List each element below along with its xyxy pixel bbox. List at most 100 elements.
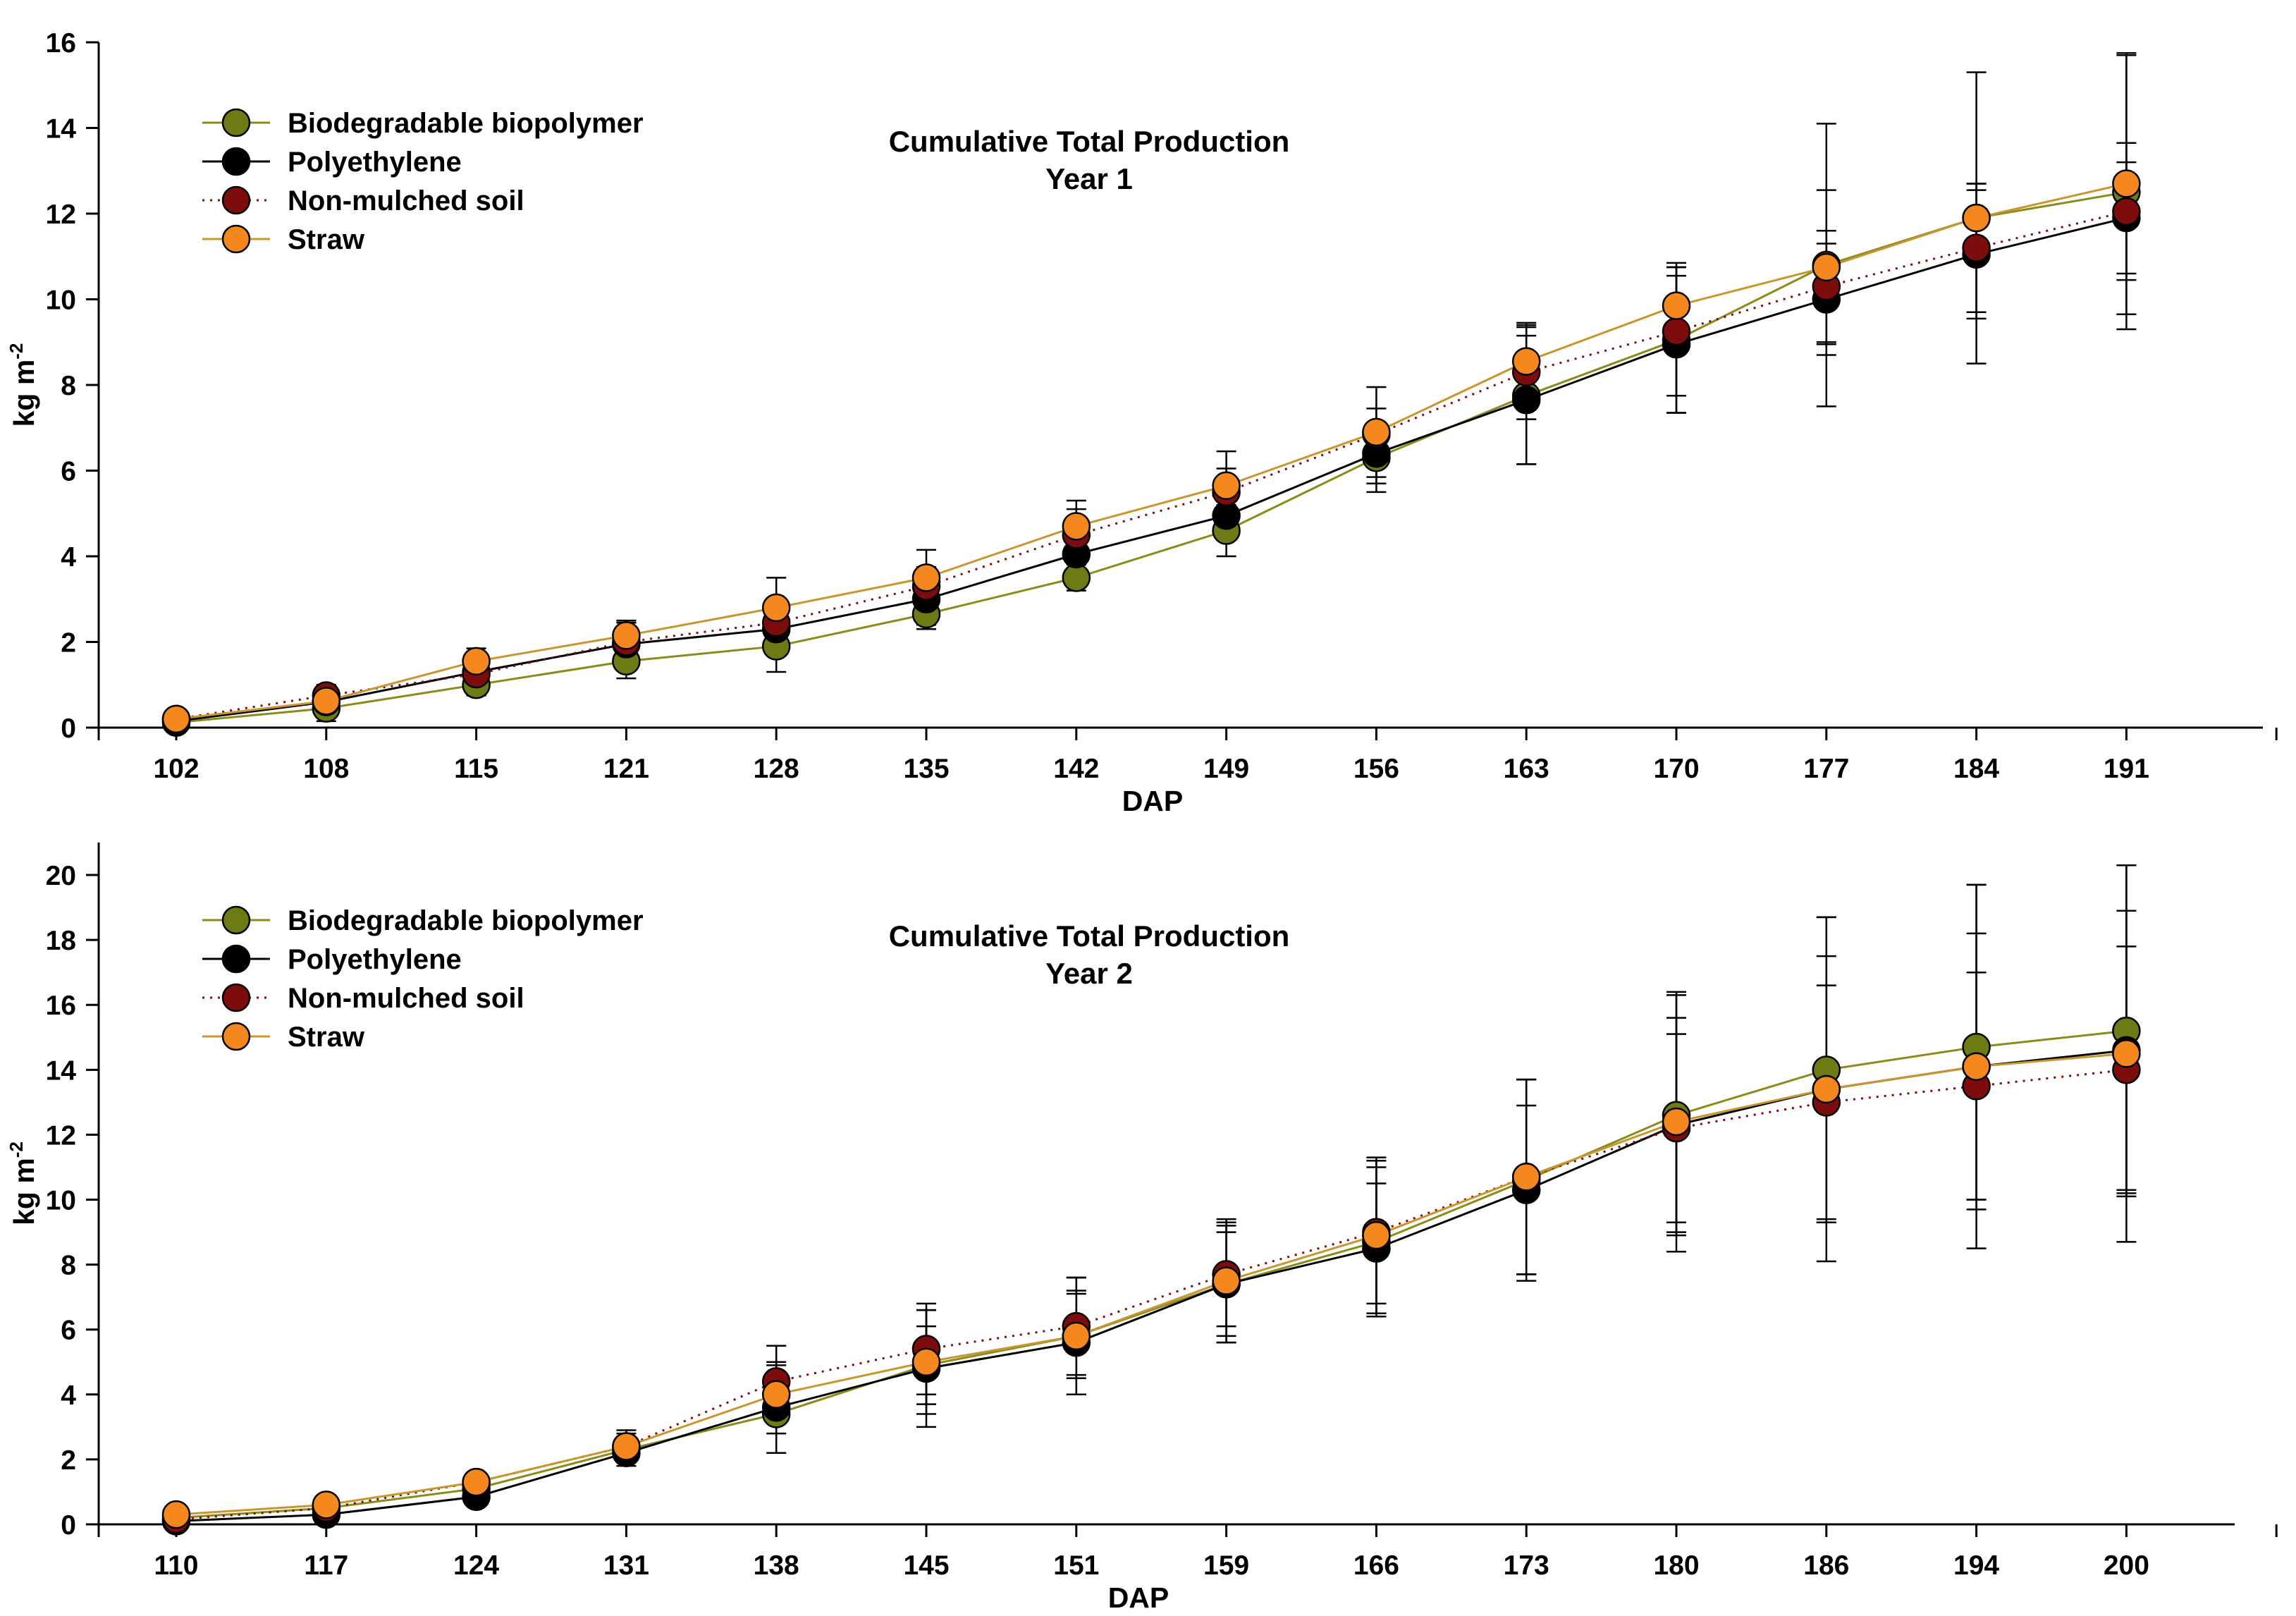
data-point-polyethylene [1511, 386, 1541, 415]
y-tick-label: 4 [61, 542, 76, 573]
legend-marker-polyethylene [221, 147, 251, 176]
x-tick-label: 166 [1353, 1550, 1399, 1581]
legend-marker-biodegradable_biopolymer [221, 108, 251, 137]
legend-marker-polyethylene [221, 944, 251, 974]
y-tick-label: 18 [46, 926, 76, 956]
x-tick-label: 142 [1053, 754, 1099, 784]
y-tick-label: 0 [61, 1510, 76, 1541]
markers-non_mulched_soil [161, 1055, 2141, 1534]
legend-marker-straw [221, 1022, 251, 1051]
data-point-straw [761, 1380, 791, 1409]
chart-title: Cumulative Total Production [889, 125, 1290, 158]
y-tick-label: 4 [61, 1381, 76, 1411]
markers-straw [161, 1039, 2141, 1529]
data-point-straw [1511, 347, 1541, 376]
legend-label: Straw [288, 224, 365, 255]
data-point-straw [1662, 1107, 1691, 1137]
data-point-straw [312, 1490, 341, 1519]
y-tick-label: 16 [46, 28, 76, 59]
legend-marker-biodegradable_biopolymer [221, 905, 251, 935]
data-point-straw [1062, 512, 1091, 541]
legend-marker-straw [221, 224, 251, 254]
data-point-straw [312, 687, 341, 716]
legend-label: Non-mulched soil [288, 185, 524, 216]
data-point-straw [911, 563, 941, 592]
x-tick-label: 108 [303, 754, 349, 784]
legend-marker-non_mulched_soil [221, 185, 251, 215]
series-line-non_mulched_soil [176, 1068, 2127, 1521]
series-line-straw [176, 183, 2127, 721]
legend-label: Non-mulched soil [288, 983, 524, 1014]
data-point-straw [161, 1500, 191, 1529]
legend-label: Biodegradable biopolymer [288, 108, 644, 139]
y-tick-label: 16 [46, 991, 76, 1021]
x-tick-label: 177 [1803, 754, 1849, 784]
data-point-straw [2112, 169, 2141, 198]
markers-non_mulched_soil [161, 197, 2141, 734]
data-point-non_mulched_soil [2112, 197, 2141, 226]
y-axis-title-exponent: -2 [6, 1141, 27, 1158]
error-bars-polyethylene [166, 161, 2137, 727]
data-point-non_mulched_soil [1962, 233, 1991, 262]
markers-polyethylene [161, 203, 2141, 736]
x-tick-label: 110 [154, 1550, 199, 1581]
y-tick-label: 8 [61, 371, 76, 401]
legend: Biodegradable biopolymer Polyethylene Non-… [202, 108, 644, 255]
x-tick-label: 145 [903, 1550, 949, 1581]
legend: Biodegradable biopolymer Polyethylene Non-… [202, 905, 644, 1053]
data-point-straw [761, 593, 791, 623]
data-point-straw [1062, 1321, 1091, 1351]
x-tick-label: 151 [1053, 1550, 1099, 1581]
x-tick-label: 156 [1353, 754, 1399, 784]
chart-subtitle: Year 2 [1045, 957, 1133, 990]
x-tick-label: 138 [754, 1550, 799, 1581]
y-axis-title: kg m-2 [6, 1141, 40, 1225]
error-bars-non_mulched_soil [166, 142, 2137, 725]
data-point-straw [462, 647, 491, 676]
error-bars-straw [166, 864, 2137, 1519]
x-tick-label: 124 [453, 1550, 499, 1581]
x-tick-label: 135 [903, 754, 949, 784]
x-tick-label: 115 [454, 754, 498, 784]
x-tick-label: 131 [603, 1550, 649, 1581]
data-point-straw [1662, 291, 1691, 320]
error-bars-non_mulched_soil [166, 945, 2137, 1524]
data-point-non_mulched_soil [1662, 317, 1691, 346]
data-point-straw [911, 1347, 941, 1377]
x-tick-label: 180 [1653, 1550, 1699, 1581]
markers-polyethylene [161, 1036, 2141, 1536]
x-tick-label: 149 [1203, 754, 1249, 784]
data-point-straw [462, 1467, 491, 1497]
legend-marker-non_mulched_soil [221, 983, 251, 1012]
markers-biodegradable_biopolymer [161, 1016, 2141, 1533]
x-tick-label: 186 [1803, 1550, 1849, 1581]
x-tick-label: 102 [153, 754, 199, 784]
x-tick-label: 170 [1653, 754, 1699, 784]
series-line-biodegradable_biopolymer [176, 1029, 2127, 1519]
y-tick-label: 12 [46, 1120, 76, 1151]
legend-label: Straw [288, 1022, 365, 1053]
series-line-biodegradable_biopolymer [176, 191, 2127, 724]
y-tick-label: 14 [46, 1055, 77, 1086]
y-tick-label: 8 [61, 1251, 76, 1281]
chart-subtitle: Year 1 [1045, 162, 1133, 195]
y-tick-label: 0 [61, 714, 76, 744]
data-point-straw [1362, 417, 1391, 447]
chart-title: Cumulative Total Production [889, 919, 1290, 953]
x-tick-label: 163 [1504, 754, 1549, 784]
data-point-straw [161, 704, 191, 734]
markers-straw [161, 169, 2141, 734]
data-point-straw [1962, 1052, 1991, 1081]
data-point-straw [1962, 203, 1991, 233]
data-point-straw [612, 1432, 641, 1461]
y-tick-label: 2 [61, 628, 76, 659]
series-line-polyethylene [176, 1049, 2127, 1522]
y-axis-title: kg m-2 [6, 343, 40, 427]
y-tick-label: 10 [46, 1186, 76, 1216]
x-tick-label: 128 [754, 754, 799, 784]
y-tick-label: 12 [46, 200, 76, 230]
y-tick-label: 14 [46, 114, 77, 145]
data-point-straw [1362, 1220, 1391, 1250]
x-tick-label: 117 [304, 1550, 348, 1581]
